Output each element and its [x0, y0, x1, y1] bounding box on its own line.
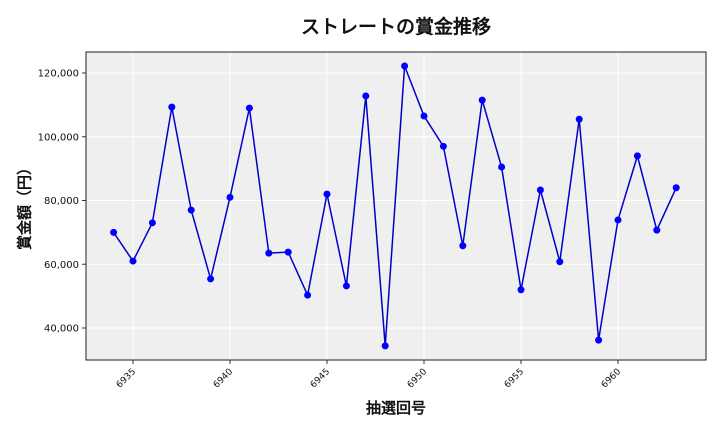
- data-point: [517, 286, 525, 294]
- x-tick-label: 6960: [600, 367, 623, 390]
- data-point: [187, 206, 195, 214]
- data-point: [575, 115, 583, 123]
- x-tick-label: 6940: [212, 367, 235, 390]
- y-tick-label: 100,000: [38, 132, 79, 143]
- data-point: [381, 342, 389, 350]
- data-point: [148, 219, 156, 227]
- x-tick-label: 6945: [309, 367, 332, 390]
- data-point: [304, 291, 312, 299]
- data-point: [420, 112, 428, 120]
- plot-frame: [85, 51, 707, 361]
- data-point: [207, 275, 215, 283]
- y-tick-label: 40,000: [44, 324, 79, 335]
- data-point: [614, 216, 622, 224]
- chart-title: ストレートの賞金推移: [300, 16, 491, 38]
- plot-area: [86, 52, 706, 360]
- y-tick-label: 120,000: [38, 69, 79, 80]
- data-point: [110, 228, 118, 236]
- x-tick-label: 6935: [115, 367, 138, 390]
- data-point: [672, 184, 680, 192]
- data-point: [245, 104, 253, 112]
- data-point: [168, 103, 176, 111]
- x-tick-label: 6950: [406, 367, 429, 390]
- data-point: [265, 249, 273, 257]
- data-point: [226, 193, 234, 201]
- y-tick-label: 60,000: [44, 260, 79, 271]
- data-point: [129, 257, 137, 265]
- data-point: [439, 142, 447, 150]
- x-tick-label: 6955: [503, 367, 526, 390]
- data-point: [595, 336, 603, 344]
- data-line: [112, 65, 677, 346]
- data-point: [342, 282, 350, 290]
- data-point: [323, 190, 331, 198]
- data-point: [362, 92, 370, 100]
- data-point: [459, 242, 467, 250]
- data-point: [478, 96, 486, 104]
- x-axis-label: 抽選回号: [365, 399, 426, 417]
- data-point: [536, 186, 544, 194]
- data-point: [498, 163, 506, 171]
- data-point: [633, 152, 641, 160]
- data-point: [556, 258, 564, 266]
- data-point: [653, 226, 661, 234]
- data-point: [401, 62, 409, 70]
- y-tick-label: 80,000: [44, 196, 79, 207]
- y-axis-label: 賞金額（円）: [15, 159, 34, 251]
- data-point: [284, 248, 292, 256]
